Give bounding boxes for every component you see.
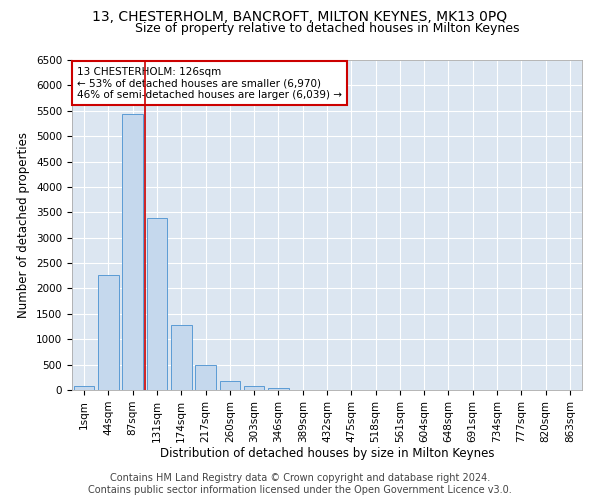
Bar	[195, 365, 216, 390]
Bar	[244, 386, 265, 390]
Bar	[74, 386, 94, 390]
Title: Size of property relative to detached houses in Milton Keynes: Size of property relative to detached ho…	[135, 22, 519, 35]
Y-axis label: Number of detached properties: Number of detached properties	[17, 132, 31, 318]
Bar	[146, 218, 167, 390]
Bar	[171, 324, 191, 390]
Bar	[122, 114, 143, 390]
Text: 13 CHESTERHOLM: 126sqm
← 53% of detached houses are smaller (6,970)
46% of semi-: 13 CHESTERHOLM: 126sqm ← 53% of detached…	[77, 66, 342, 100]
Text: 13, CHESTERHOLM, BANCROFT, MILTON KEYNES, MK13 0PQ: 13, CHESTERHOLM, BANCROFT, MILTON KEYNES…	[92, 10, 508, 24]
Bar	[98, 276, 119, 390]
Bar	[268, 388, 289, 390]
Text: Contains HM Land Registry data © Crown copyright and database right 2024.
Contai: Contains HM Land Registry data © Crown c…	[88, 474, 512, 495]
Bar	[220, 380, 240, 390]
X-axis label: Distribution of detached houses by size in Milton Keynes: Distribution of detached houses by size …	[160, 448, 494, 460]
